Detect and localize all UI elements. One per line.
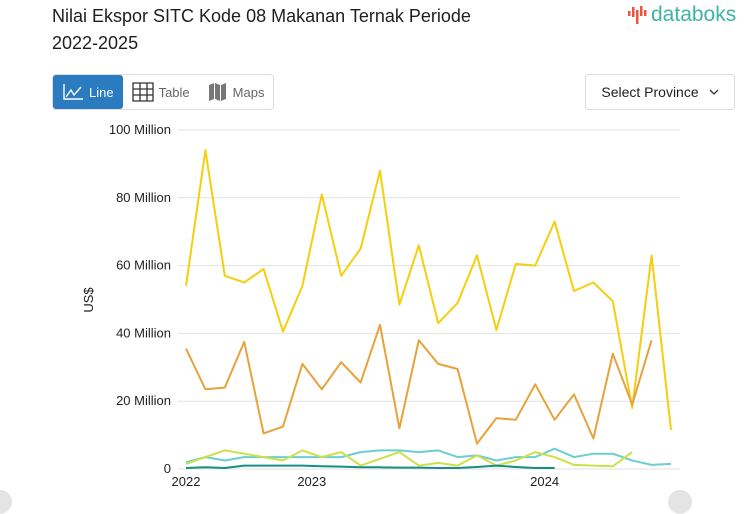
y-tick-label: 0: [164, 461, 171, 476]
line-chart-icon: [63, 84, 83, 100]
tab-table-label: Table: [158, 84, 190, 100]
y-tick-label: 80 Million: [116, 190, 171, 205]
x-tick-label: 2023: [297, 474, 326, 489]
series-line-4: [185, 464, 555, 469]
logo-text: databoks: [651, 3, 737, 26]
tab-line[interactable]: Line: [53, 75, 123, 109]
tab-line-label: Line: [89, 84, 114, 100]
scroll-left-button[interactable]: [0, 490, 12, 514]
databoks-logo: databoks: [627, 3, 736, 27]
y-tick-label: 40 Million: [116, 325, 171, 340]
scroll-right-button[interactable]: [668, 490, 692, 514]
y-tick-label: 20 Million: [116, 393, 171, 408]
x-tick-label: 2024: [530, 474, 559, 489]
series-line-3: [185, 449, 633, 468]
series-line-1: [185, 323, 653, 445]
tab-maps[interactable]: Maps: [199, 75, 274, 109]
page-title: Nilai Ekspor SITC Kode 08 Makanan Ternak…: [52, 6, 471, 53]
y-axis-label: US$: [81, 287, 96, 313]
tab-maps-label: Maps: [232, 84, 265, 100]
series-line-2: [185, 447, 672, 466]
series-line-0: [185, 149, 672, 431]
logo-bars-icon: [628, 6, 647, 24]
x-tick-label: 2022: [172, 474, 201, 489]
y-tick-label: 100 Million: [109, 122, 171, 137]
tab-table[interactable]: Table: [123, 75, 199, 109]
chevron-down-icon: [709, 89, 719, 95]
y-tick-label: 60 Million: [116, 258, 171, 273]
map-icon: [208, 83, 226, 101]
province-select-label: Select Province: [601, 84, 699, 100]
view-toggle: Line Table Maps: [52, 74, 275, 110]
province-select[interactable]: Select Province: [585, 74, 735, 110]
table-grid-icon: [131, 82, 154, 102]
